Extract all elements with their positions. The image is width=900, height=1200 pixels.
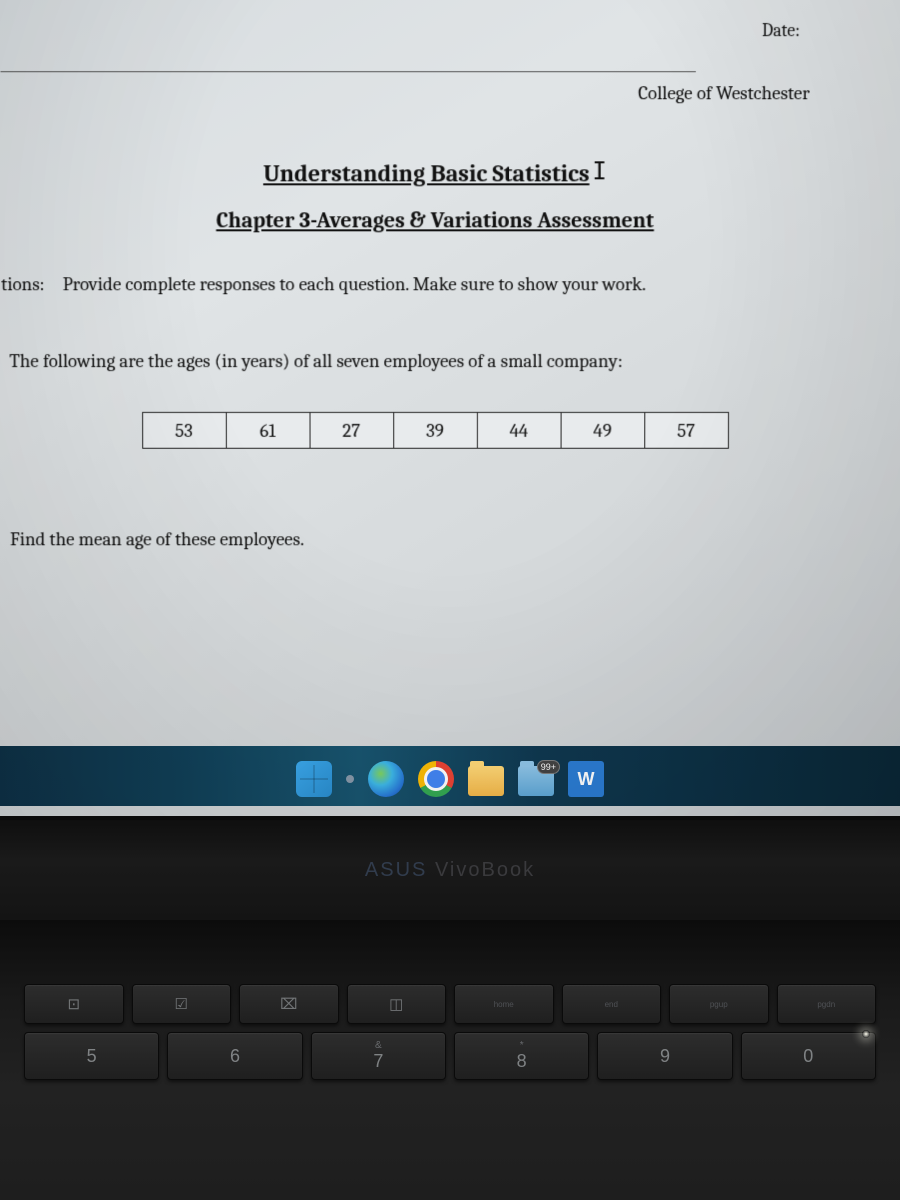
data-cell[interactable]: 53 bbox=[142, 412, 226, 448]
document-title-sub: Chapter 3-Averages & Variations Assessme… bbox=[1, 207, 869, 233]
edge-icon[interactable] bbox=[368, 761, 404, 797]
num-key-6[interactable]: 6 bbox=[167, 1032, 302, 1080]
document-title-main[interactable]: Understanding Basic StatisticsI bbox=[1, 159, 870, 187]
college-name: College of Westchester bbox=[0, 82, 869, 104]
question-intro: The following are the ages (in years) of… bbox=[1, 350, 868, 372]
instructions-prefix: tions: bbox=[1, 273, 44, 295]
search-icon[interactable] bbox=[346, 775, 354, 783]
pgup-key[interactable]: pgup bbox=[669, 984, 769, 1024]
fn-key[interactable]: ☑ bbox=[132, 984, 232, 1024]
data-cell[interactable]: 49 bbox=[561, 412, 645, 448]
start-button[interactable] bbox=[296, 761, 332, 797]
question-sub: Find the mean age of these employees. bbox=[2, 528, 868, 550]
file-explorer-icon[interactable] bbox=[468, 766, 504, 796]
num-key-8[interactable]: *8 bbox=[454, 1032, 589, 1080]
laptop-brand: ASUS VivoBook bbox=[365, 859, 535, 882]
num-key-0[interactable]: 0 bbox=[741, 1032, 876, 1080]
function-key-row: ⊡ ☑ ⌧ ◫ home end pgup pgdn bbox=[0, 980, 900, 1028]
instructions-text: Provide complete responses to each quest… bbox=[63, 273, 646, 295]
chrome-icon[interactable] bbox=[418, 761, 454, 797]
document-page: Date: College of Westchester Understandi… bbox=[0, 0, 900, 758]
home-key[interactable]: home bbox=[454, 984, 554, 1024]
laptop-keyboard: ⊡ ☑ ⌧ ◫ home end pgup pgdn 5 6 &7 *8 9 0 bbox=[0, 920, 900, 1200]
num-key-7[interactable]: &7 bbox=[311, 1032, 446, 1080]
number-key-row: 5 6 &7 *8 9 0 bbox=[0, 1028, 900, 1084]
table-row: 53 61 27 39 44 49 57 bbox=[142, 412, 728, 448]
fn-key[interactable]: ⌧ bbox=[239, 984, 339, 1024]
data-cell[interactable]: 44 bbox=[477, 412, 561, 448]
word-icon[interactable]: W bbox=[568, 761, 604, 797]
monitor-screen: Date: College of Westchester Understandi… bbox=[0, 0, 900, 820]
data-table: 53 61 27 39 44 49 57 bbox=[142, 412, 729, 449]
taskbar[interactable]: 99+ W bbox=[0, 746, 900, 816]
brand-prefix: ASUS bbox=[365, 859, 435, 881]
data-cell[interactable]: 61 bbox=[226, 412, 310, 448]
num-key-9[interactable]: 9 bbox=[597, 1032, 732, 1080]
data-table-wrap: 53 61 27 39 44 49 57 bbox=[2, 412, 869, 449]
laptop-bezel: ASUS VivoBook bbox=[0, 820, 900, 920]
instructions-line: tions: Provide complete responses to eac… bbox=[1, 273, 869, 295]
taskbar-icons: 99+ W bbox=[296, 752, 604, 806]
data-cell[interactable]: 57 bbox=[644, 412, 728, 448]
text-cursor: I bbox=[592, 157, 606, 185]
fn-key[interactable]: ⊡ bbox=[24, 984, 124, 1024]
notification-badge: 99+ bbox=[537, 760, 560, 774]
header-divider bbox=[0, 71, 696, 72]
pgdn-key[interactable]: pgdn bbox=[777, 984, 877, 1024]
num-key-5[interactable]: 5 bbox=[24, 1032, 159, 1080]
title-main-text: Understanding Basic Statistics bbox=[263, 159, 589, 187]
date-label: Date: bbox=[762, 20, 800, 41]
data-cell[interactable]: 27 bbox=[310, 412, 394, 448]
mail-folder-icon[interactable]: 99+ bbox=[518, 766, 554, 796]
keyboard-led-icon bbox=[862, 1030, 870, 1038]
fn-key[interactable]: ◫ bbox=[347, 984, 447, 1024]
end-key[interactable]: end bbox=[562, 984, 662, 1024]
data-cell[interactable]: 39 bbox=[393, 412, 477, 448]
brand-model: VivoBook bbox=[435, 859, 535, 881]
